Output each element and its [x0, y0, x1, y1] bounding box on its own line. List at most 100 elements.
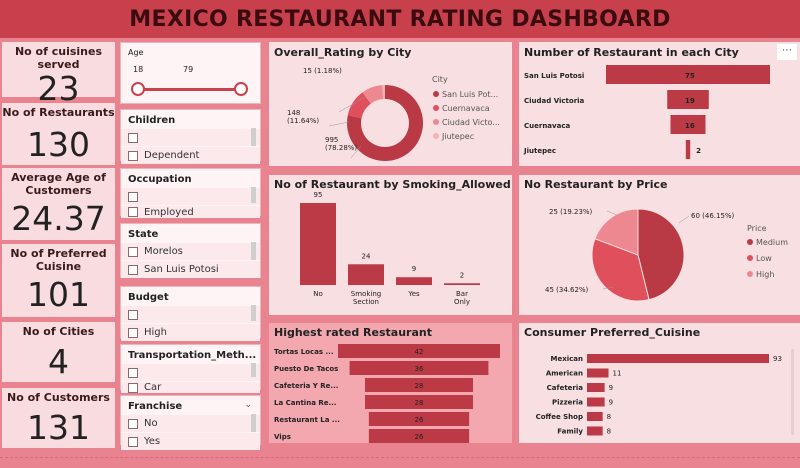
kpi-avg-age-value: 24.37: [11, 199, 106, 238]
state-slicer[interactable]: State Morelos San Luis Potosi: [120, 223, 261, 278]
bar: [444, 283, 480, 285]
scrollbar[interactable]: [251, 242, 256, 260]
legend-marker: [747, 271, 753, 277]
funnel-bar: [368, 412, 470, 426]
checkbox[interactable]: [128, 191, 138, 202]
category-label: Bar: [456, 290, 468, 298]
budget-slicer[interactable]: Budget High: [120, 286, 261, 341]
children-slicer-title: Children: [128, 115, 176, 126]
legend-marker: [747, 255, 753, 261]
checkbox[interactable]: [128, 367, 138, 378]
legend-label: San Luis Pot...: [442, 90, 498, 99]
occupation-slicer[interactable]: Occupation Employed: [120, 168, 261, 218]
kpi-cuisines-label: No of cuisines served: [14, 45, 103, 71]
checkbox[interactable]: [128, 264, 138, 275]
kpi-cities-value: 4: [48, 342, 69, 381]
scrollbar[interactable]: [251, 305, 256, 321]
kpi-customers-card: No of Customers 131: [2, 388, 115, 448]
scrollbar[interactable]: [791, 349, 794, 435]
bar: [587, 426, 603, 436]
legend-title: City: [432, 75, 448, 84]
checkbox[interactable]: [128, 382, 138, 393]
category-label: Cafeteria: [547, 384, 584, 392]
category-label: No: [313, 290, 323, 298]
children-option[interactable]: [121, 129, 260, 146]
checkbox[interactable]: [128, 246, 138, 257]
category-label: Jiutepec: [523, 147, 556, 155]
state-option[interactable]: San Luis Potosi: [121, 261, 260, 278]
franchise-option[interactable]: No: [121, 415, 260, 432]
category-label: Puesto De Tacos: [274, 365, 338, 373]
category-label: Vips: [274, 433, 291, 441]
state-option[interactable]: Morelos: [121, 243, 260, 260]
transportation-option[interactable]: Car: [121, 382, 260, 393]
chevron-down-icon[interactable]: ⌄: [244, 400, 252, 410]
occupation-option[interactable]: [121, 188, 260, 205]
transportation-slicer[interactable]: Transportation_Meth... Car: [120, 344, 261, 393]
category-label: Cafeteria Y Re...: [274, 382, 338, 390]
value-label: 26: [415, 433, 424, 441]
transportation-option[interactable]: [121, 364, 260, 381]
checkbox[interactable]: [128, 327, 138, 338]
value-label: 19: [685, 97, 695, 105]
value-label: 2: [696, 147, 701, 155]
category-label: Mexican: [551, 355, 584, 363]
donut-slice: [347, 92, 371, 119]
data-label: 45 (34.62%): [545, 286, 589, 294]
scrollbar[interactable]: [251, 414, 256, 432]
preferred-cuisine-chart: Mexican 93 American 11 Cafeteria 9 Pizzeria 9 Co…: [536, 354, 782, 436]
funnel-bar: [349, 361, 489, 375]
kpi-customers-value: 131: [27, 408, 90, 447]
legend-label: High: [756, 270, 774, 279]
children-slicer[interactable]: Children Dependent: [120, 109, 261, 164]
data-label: 15 (1.18%): [303, 67, 342, 75]
restaurants-per-city-chart: San Luis Potosi 75 Ciudad Victoria 19 Cuerna…: [523, 65, 770, 159]
checkbox[interactable]: [128, 207, 138, 217]
franchise-option[interactable]: Yes: [121, 433, 260, 450]
checkbox[interactable]: [128, 418, 138, 429]
children-option[interactable]: Dependent: [121, 147, 260, 164]
highest-rated-chart: Tortas Locas ... 42 Puesto De Tacos 36 Cafet…: [274, 344, 500, 443]
legend-title: Price: [747, 224, 767, 233]
occupation-option[interactable]: Employed: [121, 206, 260, 218]
value-label: 2: [460, 271, 464, 279]
option-label: Employed: [144, 206, 194, 218]
age-slider-track[interactable]: [137, 88, 243, 91]
value-label: 95: [314, 191, 323, 199]
checkbox[interactable]: [128, 436, 138, 447]
category-label: Smoking: [351, 290, 381, 298]
funnel-bar: [368, 429, 470, 443]
bar: [587, 368, 609, 378]
value-label: 75: [685, 72, 695, 80]
data-label: 995: [325, 136, 338, 144]
legend-label: Jiutepec: [441, 132, 474, 141]
leader-line: [602, 286, 615, 290]
kpi-preferred-label: No of Preferred Cuisine: [10, 247, 107, 273]
age-slicer[interactable]: Age 18 79: [120, 42, 261, 104]
highest-rated-panel: Highest rated Restaurant Tortas Locas ..…: [269, 323, 512, 443]
scrollbar[interactable]: [251, 128, 256, 146]
budget-option[interactable]: High: [121, 324, 260, 341]
checkbox[interactable]: [128, 132, 138, 143]
category-label: Only: [454, 298, 470, 306]
option-label: San Luis Potosi: [144, 264, 219, 275]
legend-label: Cuernavaca: [442, 104, 490, 113]
category-label: Family: [557, 428, 583, 436]
age-slider-min-handle[interactable]: [131, 82, 145, 96]
franchise-slicer[interactable]: Franchise ⌄ No Yes: [120, 395, 261, 450]
legend-marker: [433, 133, 439, 139]
bar: [300, 203, 336, 285]
budget-slicer-title: Budget: [128, 292, 169, 303]
checkbox[interactable]: [128, 150, 138, 161]
data-label: 148: [287, 109, 300, 117]
budget-option[interactable]: [121, 306, 260, 323]
checkbox[interactable]: [128, 309, 138, 320]
age-slider-max-handle[interactable]: [234, 82, 248, 96]
scrollbar[interactable]: [251, 187, 256, 203]
more-options-icon[interactable]: ⋯: [777, 44, 797, 60]
legend-label: Ciudad Victo...: [442, 118, 500, 127]
leader-line: [678, 215, 690, 224]
scrollbar[interactable]: [251, 363, 256, 377]
value-label: 11: [613, 370, 622, 378]
bar: [396, 277, 432, 285]
